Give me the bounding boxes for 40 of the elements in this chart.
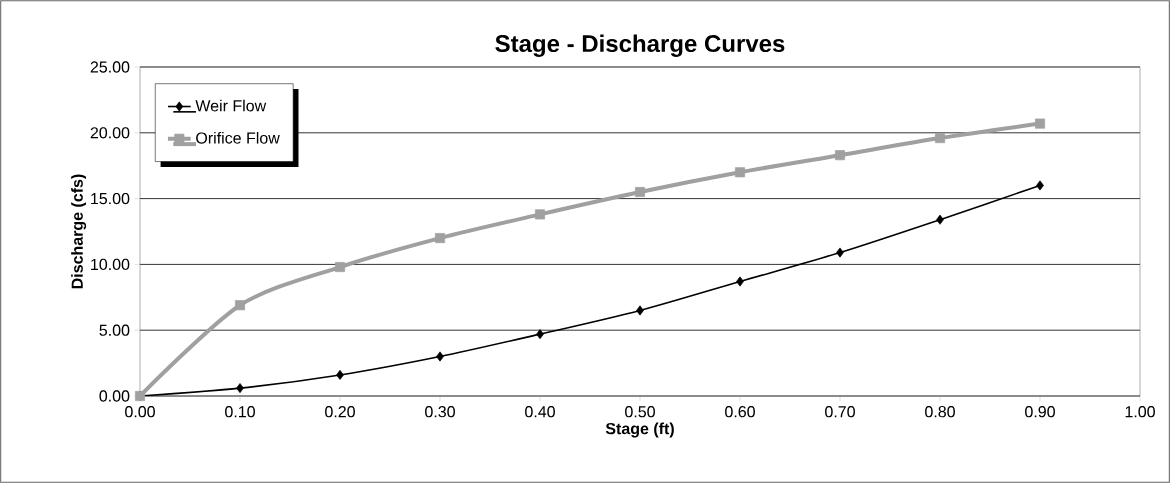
point: [435, 233, 446, 244]
y-tick-label: 0.00: [99, 390, 130, 402]
y-tick-label: 5.00: [99, 324, 130, 336]
x-axis-title: Stage (ft): [605, 422, 674, 438]
x-tick-label: 0.60: [725, 406, 755, 418]
point: [1036, 180, 1044, 191]
point: [436, 351, 444, 362]
point: [235, 300, 246, 311]
x-tick-label: 0.30: [425, 406, 455, 418]
x-tick-label: 0.00: [125, 406, 155, 418]
point: [936, 214, 944, 225]
point: [335, 262, 346, 273]
point: [935, 133, 946, 144]
point: [835, 150, 846, 161]
x-tick-label: 0.70: [825, 406, 855, 418]
y-tick-label: 15.00: [91, 192, 130, 205]
point: [536, 329, 544, 340]
x-tick-label: 0.80: [925, 406, 955, 418]
x-tick-label: 0.40: [525, 406, 555, 418]
x-tick-label: 0.10: [225, 406, 255, 418]
point: [236, 383, 244, 394]
y-tick-label: 25.00: [90, 61, 130, 73]
x-tick-label: 0.20: [325, 406, 355, 418]
y-tick-label: 10.00: [91, 258, 130, 271]
point: [736, 276, 744, 287]
legend-label: Weir Flow: [195, 99, 267, 112]
point: [635, 187, 646, 198]
y-tick-label: 20.00: [90, 127, 130, 139]
point: [735, 167, 746, 178]
point: [836, 247, 844, 258]
y-axis-title: Discharge (cfs): [71, 174, 87, 289]
point: [535, 209, 546, 220]
point: [1035, 118, 1046, 129]
point: [636, 305, 644, 316]
chart-title: Stage - Discharge Curves: [495, 34, 785, 57]
x-tick-label: 0.90: [1025, 406, 1055, 418]
legend-label: Orifice Flow: [196, 131, 280, 144]
x-tick-label: 0.50: [625, 406, 655, 418]
x-tick-label: 1.00: [1125, 406, 1155, 418]
point: [336, 369, 344, 380]
